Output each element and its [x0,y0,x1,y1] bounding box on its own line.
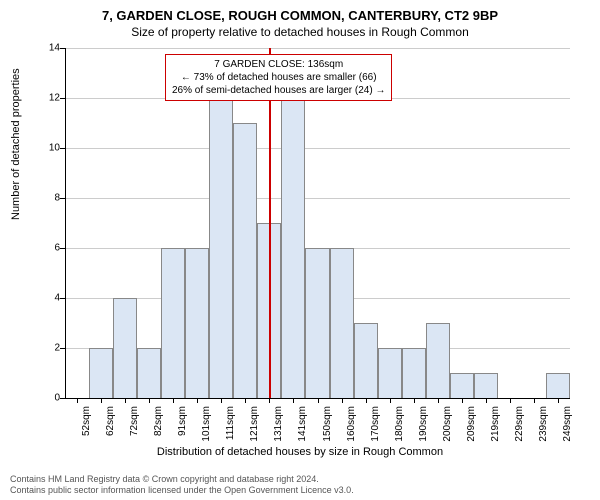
x-tick-label: 170sqm [370,406,381,442]
histogram-bar [426,323,450,398]
histogram-bar [161,248,185,398]
annotation-line: 7 GARDEN CLOSE: 136sqm [172,58,385,71]
x-tick-label: 82sqm [153,406,164,436]
y-tick-label: 10 [49,143,60,154]
histogram-bar [546,373,570,398]
annotation-line: 26% of semi-detached houses are larger (… [172,84,385,97]
histogram-bar [113,298,137,398]
histogram-bar [137,348,161,398]
chart-area: 0246810121452sqm62sqm72sqm82sqm91sqm101s… [65,48,570,398]
y-axis-label: Number of detached properties [10,68,22,220]
x-tick-label: 160sqm [346,406,357,442]
x-tick-label: 229sqm [514,406,525,442]
histogram-bar [354,323,378,398]
x-tick-label: 180sqm [394,406,405,442]
histogram-bar [281,98,305,398]
histogram-bar [233,123,257,398]
x-tick-label: 200sqm [442,406,453,442]
histogram-bar [305,248,329,398]
x-tick-label: 150sqm [322,406,333,442]
y-tick-label: 14 [49,43,60,54]
footer-line2: Contains public sector information licen… [10,485,354,496]
annotation-box: 7 GARDEN CLOSE: 136sqm← 73% of detached … [165,54,392,101]
histogram-bar [209,98,233,398]
x-tick-label: 62sqm [105,406,116,436]
x-tick-label: 52sqm [81,406,92,436]
histogram-bar [378,348,402,398]
x-tick-label: 141sqm [297,406,308,442]
annotation-line: ← 73% of detached houses are smaller (66… [172,71,385,84]
x-tick-label: 190sqm [418,406,429,442]
histogram-bar [450,373,474,398]
title-sub: Size of property relative to detached ho… [0,23,600,39]
histogram-bar [402,348,426,398]
gridline [65,198,570,199]
x-tick-label: 111sqm [225,406,236,440]
y-tick-label: 12 [49,93,60,104]
title-main: 7, GARDEN CLOSE, ROUGH COMMON, CANTERBUR… [0,0,600,23]
x-tick-label: 249sqm [562,406,573,442]
x-tick-label: 209sqm [466,406,477,442]
x-tick-label: 219sqm [490,406,501,442]
plot-region: 0246810121452sqm62sqm72sqm82sqm91sqm101s… [65,48,570,398]
x-tick-label: 72sqm [129,406,140,436]
x-tick-label: 131sqm [273,406,284,442]
x-tick-label: 101sqm [201,406,212,442]
histogram-bar [89,348,113,398]
footer: Contains HM Land Registry data © Crown c… [10,474,354,496]
x-tick-label: 91sqm [177,406,188,436]
footer-line1: Contains HM Land Registry data © Crown c… [10,474,354,485]
chart-container: 7, GARDEN CLOSE, ROUGH COMMON, CANTERBUR… [0,0,600,500]
histogram-bar [185,248,209,398]
x-axis-label: Distribution of detached houses by size … [0,446,600,458]
x-tick-label: 121sqm [249,406,260,442]
histogram-bar [330,248,354,398]
y-axis-line [65,48,66,398]
x-tick-label: 239sqm [538,406,549,442]
x-axis-line [65,398,570,399]
gridline [65,148,570,149]
gridline [65,48,570,49]
histogram-bar [474,373,498,398]
